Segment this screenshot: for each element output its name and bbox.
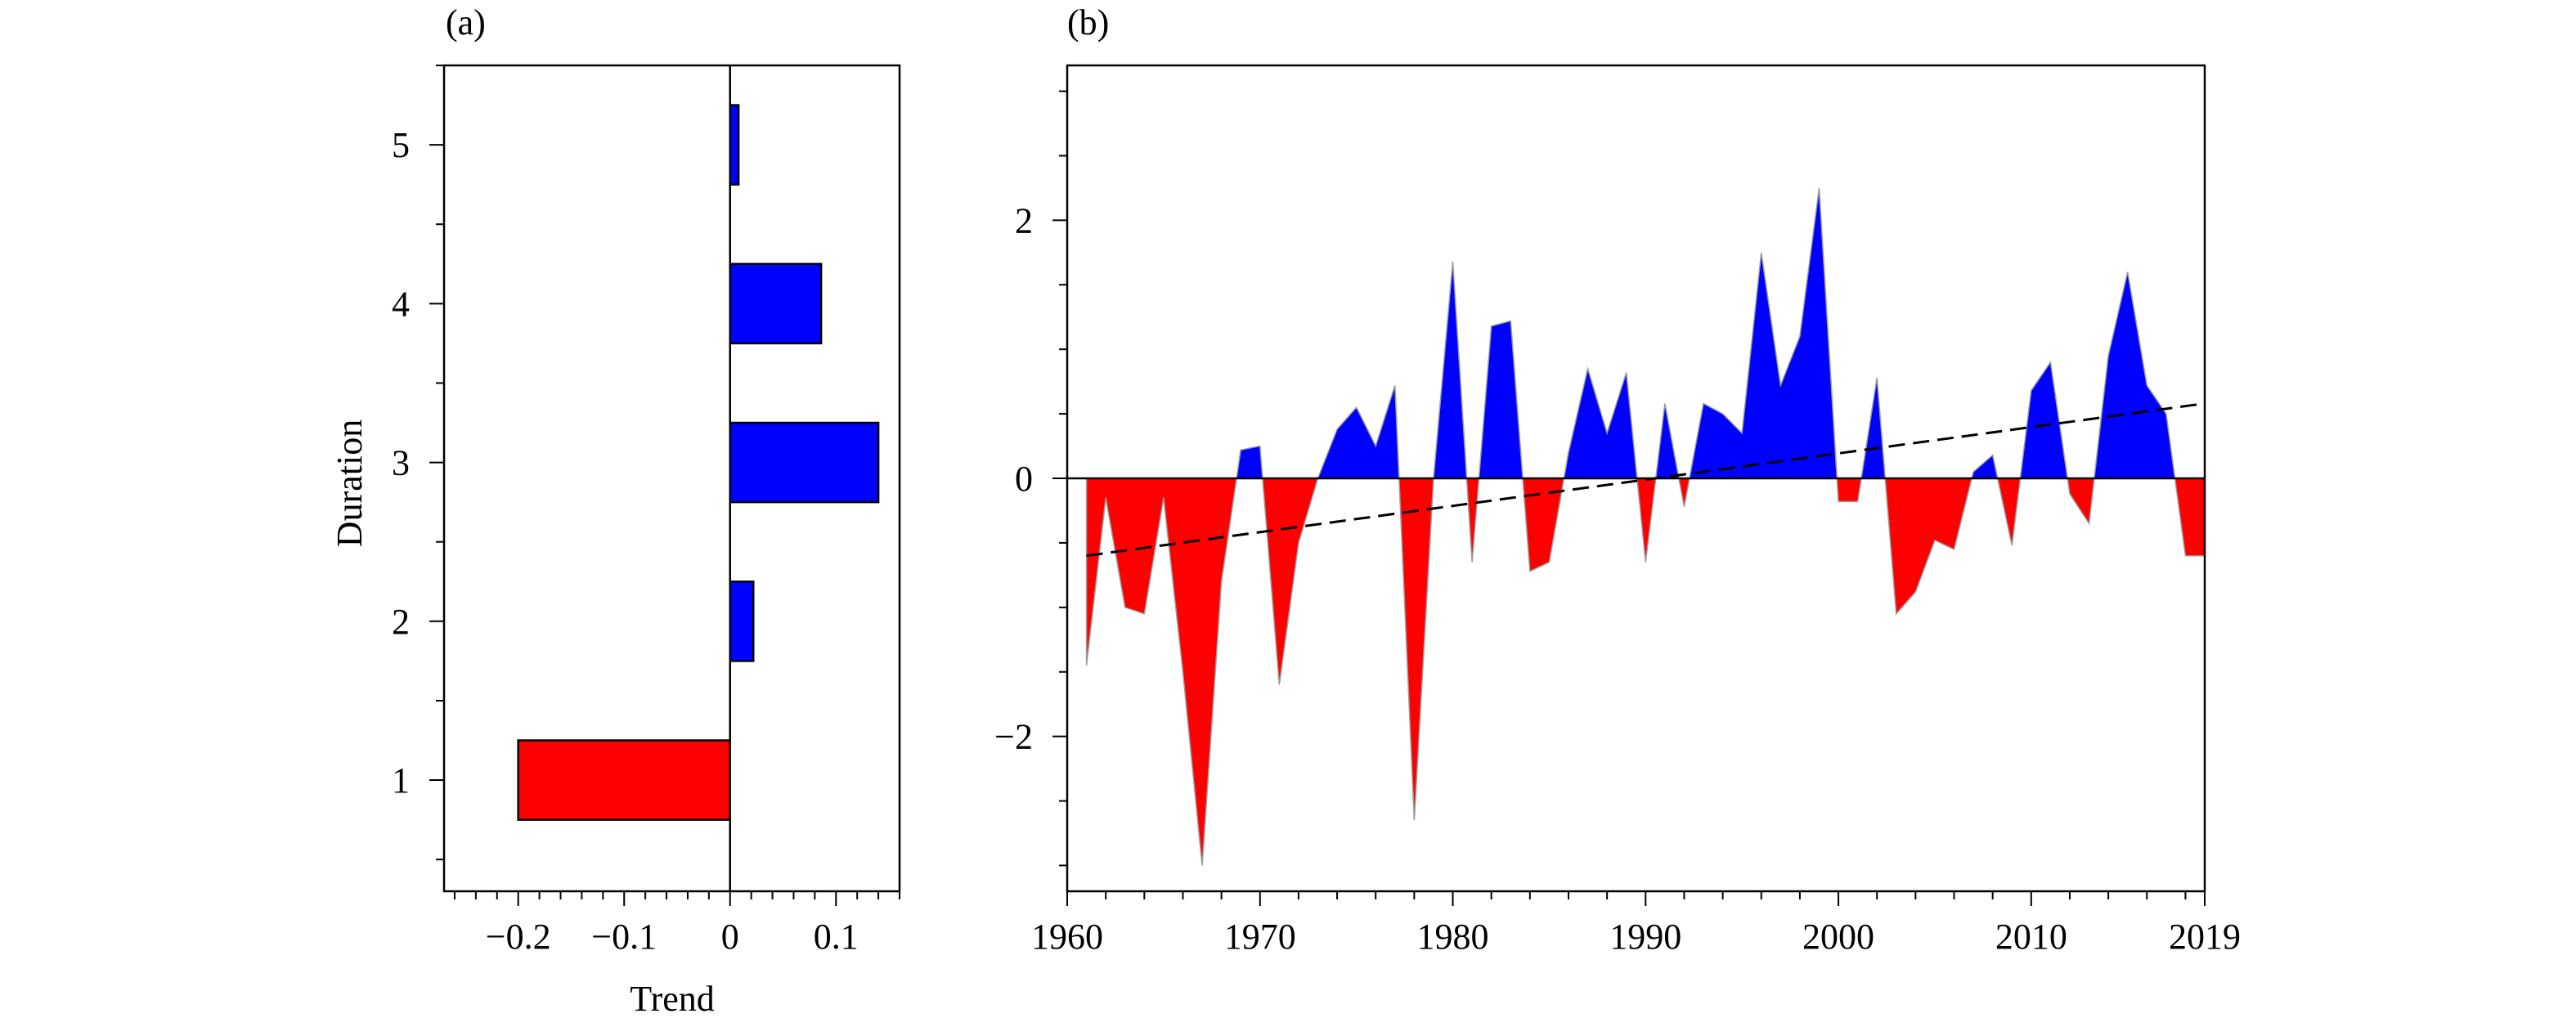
x-tick-label: 1980 <box>1417 917 1489 957</box>
panel-b-trend-line <box>1086 401 2206 558</box>
panel-b-y-axis: −2 0 2 <box>994 90 1067 867</box>
panel-a-plot-frame <box>442 64 901 893</box>
y-tick-label: 0 <box>1015 459 1033 499</box>
y-tick-label: 4 <box>392 284 410 324</box>
x-tick-label: 1990 <box>1609 917 1681 957</box>
panel-a-duration-trend-chart: (a) −0.2 −0.1 0 0.1 1 2 3 4 5 Trend Duration <box>330 2 901 1019</box>
duration-bar-2 <box>729 581 755 662</box>
x-tick-label: 2010 <box>1995 917 2067 957</box>
x-tick-label: 1970 <box>1224 917 1296 957</box>
panel-b-positive-area <box>1085 187 2205 478</box>
duration-bar-4 <box>729 262 823 345</box>
panel-b-time-series-chart: (b) 1960 1970 1980 1990 2000 2010 2019 −2 0 2 <box>994 2 2241 957</box>
panel-b-x-axis: 1960 1970 1980 1990 2000 2010 2019 <box>1031 891 2241 957</box>
panel-a-x-axis: −0.2 −0.1 0 0.1 <box>453 891 900 957</box>
duration-bar-3 <box>729 421 880 504</box>
panel-a-y-axis: 1 2 3 4 5 <box>392 65 444 861</box>
x-tick-label: 0 <box>721 917 739 957</box>
y-tick-label: 2 <box>1015 200 1033 240</box>
duration-bar-5 <box>729 104 740 186</box>
y-tick-label: −2 <box>994 717 1033 757</box>
panel-a-bars <box>517 104 880 821</box>
x-tick-label: −0.1 <box>591 917 657 957</box>
panel-b-label: (b) <box>1067 2 1109 43</box>
panel-a-x-axis-title: Trend <box>630 979 715 1019</box>
x-tick-label: −0.2 <box>486 917 551 957</box>
y-tick-label: 2 <box>392 602 410 642</box>
panel-a-label: (a) <box>446 2 486 43</box>
y-tick-label: 5 <box>392 125 410 165</box>
y-tick-label: 1 <box>392 760 410 801</box>
x-tick-label: 2000 <box>1802 917 1874 957</box>
x-tick-label: 0.1 <box>814 917 859 957</box>
x-tick-label: 1960 <box>1031 917 1103 957</box>
panel-b-negative-area <box>1085 478 2205 866</box>
y-tick-label: 3 <box>392 443 410 483</box>
panel-a-y-axis-title: Duration <box>330 419 370 547</box>
duration-bar-1 <box>517 739 731 821</box>
x-tick-label: 2019 <box>2169 917 2241 957</box>
